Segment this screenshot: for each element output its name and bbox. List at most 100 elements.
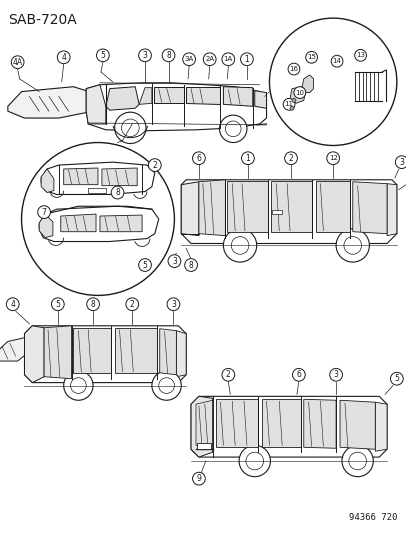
Text: 6: 6 [196,154,201,163]
Polygon shape [191,397,212,457]
Circle shape [221,368,234,381]
Circle shape [335,229,368,262]
Polygon shape [191,397,386,457]
Circle shape [192,472,205,485]
Polygon shape [315,181,349,232]
Text: 2: 2 [152,160,157,169]
Polygon shape [64,168,98,184]
Polygon shape [386,184,396,236]
Circle shape [269,18,396,146]
Text: 15: 15 [306,54,315,60]
Polygon shape [100,215,142,232]
Circle shape [38,206,50,219]
Polygon shape [41,162,154,195]
Polygon shape [88,188,106,193]
Bar [272,210,282,214]
Text: 2A: 2A [204,56,214,62]
Circle shape [293,87,305,99]
Text: 1: 1 [244,55,249,64]
Polygon shape [254,91,266,108]
Text: 4A: 4A [12,58,23,67]
Circle shape [330,55,342,67]
Circle shape [64,371,93,400]
Polygon shape [186,87,220,104]
Text: 8: 8 [188,261,193,270]
Circle shape [282,99,294,110]
Circle shape [221,53,234,66]
Circle shape [138,259,151,271]
Polygon shape [41,169,54,192]
Text: 5: 5 [411,175,413,184]
Text: 2: 2 [130,300,134,309]
Polygon shape [0,336,29,361]
Polygon shape [44,326,71,378]
Polygon shape [154,87,184,103]
Circle shape [326,152,339,165]
Circle shape [329,368,342,381]
Polygon shape [102,168,137,185]
Circle shape [192,152,205,165]
Text: SAB-720A: SAB-720A [8,13,76,27]
Circle shape [21,142,174,295]
Text: 4: 4 [10,300,15,309]
Circle shape [239,446,270,477]
Polygon shape [195,400,212,449]
Circle shape [184,259,197,271]
Polygon shape [106,87,139,110]
Circle shape [203,53,216,66]
Circle shape [51,298,64,311]
Polygon shape [181,180,396,244]
Text: 6: 6 [296,370,301,379]
Circle shape [111,186,123,199]
Text: 3: 3 [399,158,403,167]
Circle shape [152,371,181,400]
Circle shape [11,56,24,69]
Circle shape [162,49,174,62]
Text: 94366 720: 94366 720 [349,513,397,522]
Circle shape [167,298,179,311]
Circle shape [57,51,70,63]
Circle shape [290,106,293,110]
Polygon shape [159,329,176,375]
Text: 3A: 3A [184,56,193,62]
Polygon shape [86,83,266,131]
Circle shape [241,152,254,165]
Circle shape [292,368,304,381]
Text: 11: 11 [284,101,293,107]
Circle shape [182,53,195,66]
Text: 12: 12 [328,155,337,161]
Polygon shape [215,399,257,447]
Text: 5: 5 [142,261,147,270]
Text: 3: 3 [171,300,176,309]
Text: 10: 10 [294,90,304,95]
Text: 8: 8 [115,188,120,197]
Circle shape [394,156,407,168]
Circle shape [240,53,253,66]
Text: 9: 9 [196,474,201,483]
Circle shape [219,115,246,142]
Text: 3: 3 [171,256,176,265]
Polygon shape [39,206,158,241]
Polygon shape [8,87,98,118]
Circle shape [86,298,99,311]
Polygon shape [86,85,106,124]
Text: 13: 13 [355,52,364,58]
Text: 7: 7 [42,208,46,216]
Circle shape [96,49,109,62]
Polygon shape [198,180,225,236]
Polygon shape [176,330,186,377]
Polygon shape [290,87,305,103]
Polygon shape [301,75,313,93]
Polygon shape [39,214,53,238]
Text: 5: 5 [55,300,60,309]
Circle shape [389,373,402,385]
Circle shape [341,446,373,477]
Text: 3: 3 [142,51,147,60]
Circle shape [287,63,299,75]
Polygon shape [352,182,386,233]
Polygon shape [223,87,252,106]
Polygon shape [181,182,198,236]
Polygon shape [114,328,157,373]
Text: 8: 8 [90,300,95,309]
Polygon shape [303,399,335,448]
